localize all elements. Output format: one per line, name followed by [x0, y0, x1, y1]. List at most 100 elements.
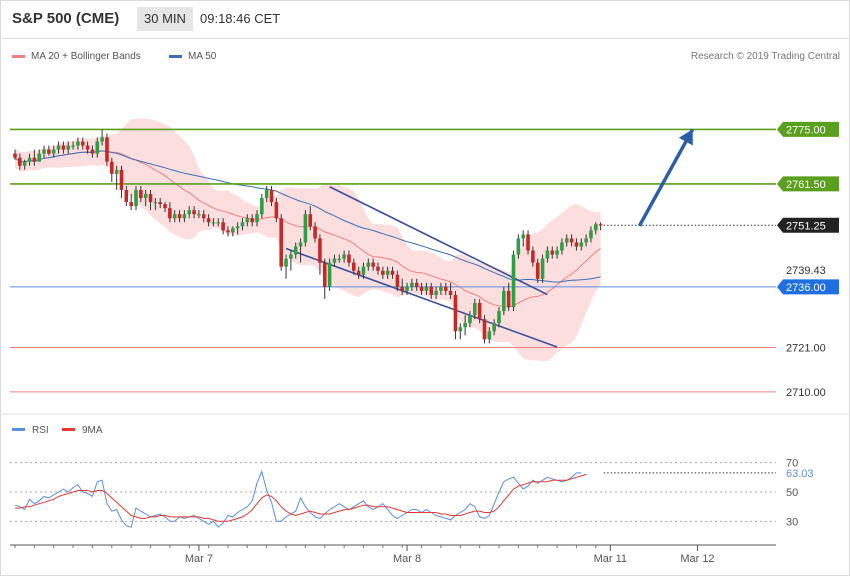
candle-body — [284, 258, 288, 267]
last-price-tag — [777, 217, 839, 233]
candle-body — [221, 222, 225, 231]
candle-body — [584, 238, 588, 243]
candle-body — [390, 270, 395, 275]
candle-body — [400, 286, 404, 291]
candle-body — [163, 204, 167, 209]
candle-body — [51, 149, 56, 154]
rsi-legend-label: RSI — [32, 425, 49, 436]
candle-body — [482, 319, 487, 340]
legend-ma50: MA 50 — [169, 51, 216, 62]
candle-body — [531, 250, 535, 263]
candle-body — [516, 238, 521, 255]
rsi-line — [14, 469, 582, 528]
candle-body — [114, 169, 119, 174]
candle-body — [240, 222, 245, 227]
candle-body — [260, 198, 264, 215]
candle-body — [308, 214, 313, 227]
rsi-swatch — [12, 428, 25, 431]
price-tag-2736.00 — [777, 279, 839, 295]
candle-body — [197, 214, 201, 216]
candle-body — [269, 189, 274, 203]
candle-body — [143, 194, 148, 199]
candle-body — [47, 149, 51, 154]
price-tag-2775.00 — [777, 121, 839, 137]
candle-body — [56, 145, 61, 150]
candle-body — [177, 214, 182, 219]
instrument-title: S&P 500 (CME) — [12, 10, 120, 27]
candle-body — [42, 149, 46, 154]
candle-body — [27, 157, 32, 162]
candle-body — [337, 258, 342, 260]
candle-body — [216, 222, 221, 224]
candle-body — [414, 282, 419, 287]
candle-body — [274, 202, 279, 219]
candle-body — [502, 290, 506, 312]
candle-body — [206, 218, 211, 223]
candle-body — [168, 208, 172, 219]
candle-body — [37, 153, 41, 162]
candle-body — [535, 262, 540, 279]
rsi-tick-70: 70 — [786, 458, 798, 470]
ma50-line — [14, 150, 601, 283]
ma20-swatch — [12, 55, 25, 58]
candle-body — [231, 228, 235, 233]
candle-body — [100, 137, 104, 142]
candle-body — [158, 202, 162, 205]
candle-body — [110, 161, 114, 174]
candle-body — [560, 242, 564, 251]
candle-body — [468, 315, 472, 324]
candle-body — [574, 242, 579, 247]
candle-body — [13, 153, 17, 158]
candle-body — [453, 294, 458, 332]
candle-body — [381, 270, 385, 275]
candle-body — [506, 290, 511, 308]
candle-body — [279, 218, 283, 267]
candle-body — [342, 254, 346, 259]
candle-body — [139, 189, 143, 199]
candle-body — [429, 286, 434, 295]
candle-body — [361, 266, 366, 275]
candle-body — [419, 286, 424, 291]
candle-body — [598, 224, 603, 226]
candle-body — [555, 250, 559, 255]
candle-body — [293, 246, 298, 255]
candle-body — [473, 303, 477, 316]
candle-body — [385, 270, 390, 275]
legend-ma20-bb: MA 20 + Bollinger Bands — [12, 51, 141, 62]
price-label-2739.43: 2739.43 — [786, 265, 826, 277]
candle-body — [298, 242, 303, 247]
candle-body — [124, 189, 129, 203]
candle-body — [434, 290, 438, 295]
target-arrowhead — [678, 129, 693, 146]
interval-selector[interactable]: 30 MIN — [137, 7, 193, 31]
candle-body — [264, 189, 269, 199]
candle-body — [410, 282, 414, 287]
candle-body — [521, 234, 525, 239]
day-label-0: Mar 7 — [185, 553, 213, 565]
candle-body — [540, 258, 545, 279]
day-label-2: Mar 11 — [594, 553, 627, 565]
candle-body — [376, 266, 380, 271]
candle-body — [134, 189, 138, 207]
price-label-2710.00: 2710.00 — [786, 387, 826, 399]
candle-body — [511, 254, 516, 308]
candle-body — [211, 222, 216, 224]
candle-body — [235, 226, 240, 229]
price-label-2721.00: 2721.00 — [786, 342, 826, 354]
candle-body — [318, 238, 322, 263]
candle-body — [61, 145, 66, 150]
copyright-text: Research © 2019 Trading Central — [690, 51, 840, 62]
candle-body — [448, 290, 453, 295]
timestamp: 09:18:46 CET — [200, 11, 281, 26]
candle-body — [226, 230, 230, 233]
candle-body — [545, 250, 550, 259]
candle-body — [352, 262, 356, 271]
candle-body — [439, 286, 443, 291]
ma50-swatch — [169, 55, 182, 58]
candle-body — [371, 262, 375, 267]
candle-body — [182, 214, 187, 219]
candle-body — [105, 137, 109, 162]
rsi-ma-line — [15, 473, 587, 522]
price-tag-2761.50 — [777, 176, 839, 192]
